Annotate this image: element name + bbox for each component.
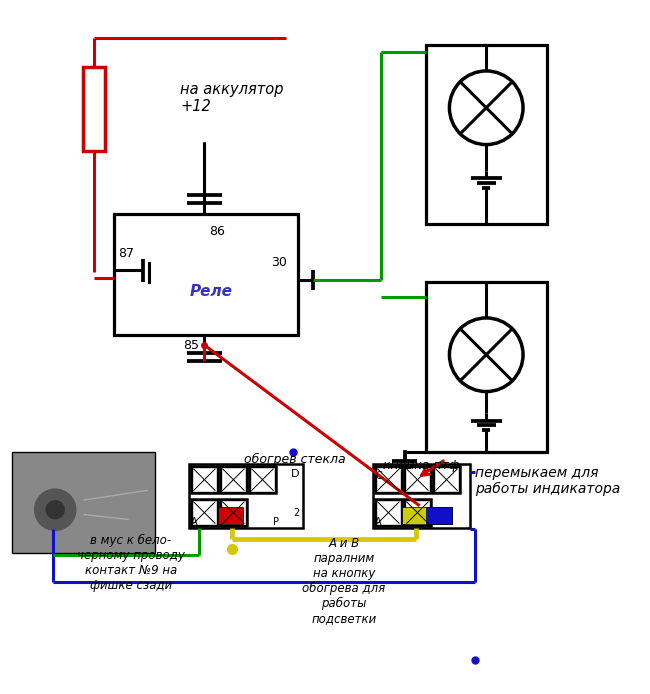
- Bar: [375, 499, 402, 526]
- Bar: [426, 507, 452, 524]
- Bar: [220, 466, 247, 493]
- Bar: [250, 467, 275, 492]
- Text: 30: 30: [271, 256, 287, 269]
- Text: 87: 87: [118, 246, 134, 260]
- Bar: [192, 500, 217, 525]
- Text: кнопка птф: кнопка птф: [383, 459, 459, 473]
- Bar: [191, 466, 218, 493]
- Bar: [426, 282, 547, 452]
- Bar: [375, 466, 402, 493]
- Text: D: D: [291, 469, 299, 479]
- Bar: [83, 67, 105, 151]
- Bar: [12, 452, 155, 553]
- Bar: [405, 467, 430, 492]
- Bar: [191, 499, 218, 526]
- Text: 85: 85: [183, 339, 199, 352]
- Circle shape: [34, 489, 77, 531]
- Bar: [249, 466, 276, 493]
- Text: 86: 86: [209, 226, 225, 238]
- Bar: [189, 464, 303, 528]
- Bar: [114, 214, 298, 335]
- Text: А и В
паралним
на кнопку
обогрева для
работы
подсветки: А и В паралним на кнопку обогрева для ра…: [302, 537, 385, 625]
- Bar: [220, 499, 247, 526]
- Bar: [376, 500, 401, 525]
- Text: A: A: [191, 517, 198, 527]
- Bar: [218, 507, 243, 524]
- Bar: [404, 466, 431, 493]
- Bar: [221, 500, 246, 525]
- Bar: [192, 467, 217, 492]
- Text: C: C: [375, 471, 382, 481]
- Bar: [426, 45, 547, 224]
- Bar: [376, 467, 401, 492]
- Text: на аккулятор
+12: на аккулятор +12: [180, 82, 283, 114]
- Text: Реле: Реле: [190, 285, 233, 299]
- Bar: [373, 464, 470, 528]
- Text: 2: 2: [293, 507, 299, 518]
- Bar: [434, 467, 459, 492]
- Text: обогрев стекла: обогрев стекла: [244, 452, 346, 466]
- Text: перемыкаем для
работы индикатора: перемыкаем для работы индикатора: [474, 466, 620, 496]
- Bar: [404, 499, 431, 526]
- Text: в мус к бело-
черному проводу
контакт №9 на
фишке сзади: в мус к бело- черному проводу контакт №9…: [77, 534, 185, 592]
- Bar: [405, 500, 430, 525]
- Circle shape: [46, 500, 65, 519]
- Bar: [402, 507, 452, 524]
- Bar: [433, 466, 460, 493]
- Text: P: P: [273, 517, 279, 527]
- Text: A: A: [376, 517, 382, 527]
- Bar: [221, 467, 246, 492]
